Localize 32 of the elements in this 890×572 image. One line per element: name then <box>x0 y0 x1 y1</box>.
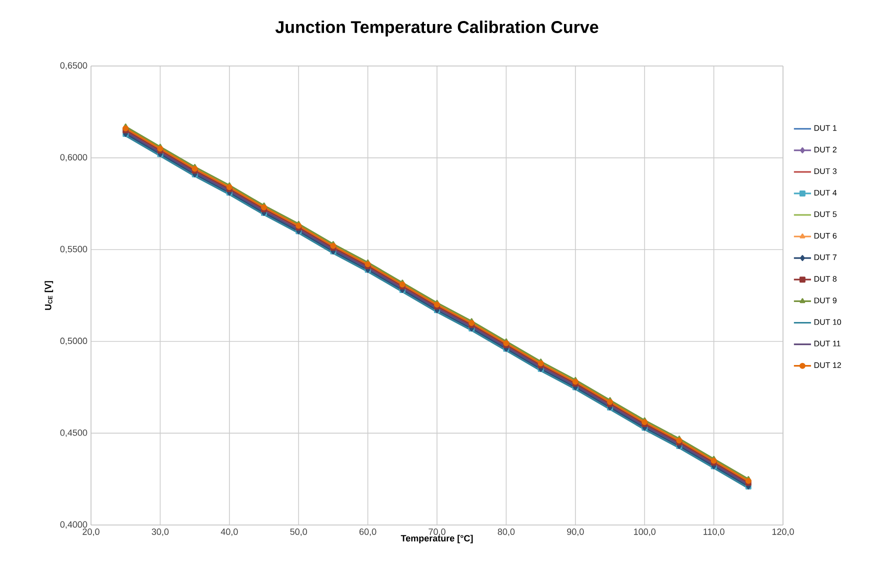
legend-label: DUT 5 <box>814 211 837 218</box>
legend-label: DUT 6 <box>814 232 837 239</box>
y-tick-label: 0,6000 <box>60 154 88 162</box>
x-tick-label: 80,0 <box>498 528 515 536</box>
x-tick-label: 30,0 <box>152 528 169 536</box>
legend-label: DUT 2 <box>814 146 837 152</box>
legend-label: DUT 9 <box>814 298 837 304</box>
x-tick-label: 100,0 <box>634 528 656 536</box>
x-tick-label: 110,0 <box>704 528 724 536</box>
x-tick-label: 20,0 <box>82 528 100 536</box>
x-axis-title: Temperature [°C] <box>400 534 473 544</box>
legend-label: DUT 11 <box>814 340 840 346</box>
x-tick-label: 50,0 <box>290 528 308 536</box>
legend-label: DUT 12 <box>814 362 841 368</box>
legend-label: DUT 3 <box>814 168 837 174</box>
y-tick-label: 0,5500 <box>60 246 88 254</box>
legend-label: DUT 10 <box>814 319 842 325</box>
x-tick-label: 120,0 <box>772 528 794 536</box>
legend-label: DUT 4 <box>814 190 837 196</box>
y-tick-label: 0,4000 <box>60 521 88 529</box>
y-axis-title: U$_{CE}$ [V] <box>44 281 54 310</box>
legend-label: DUT 1 <box>814 125 837 131</box>
chart-title: Junction Temperature Calibration Curve <box>275 20 598 36</box>
x-tick-label: 40,0 <box>220 528 238 536</box>
x-tick-label: 90,0 <box>567 528 584 536</box>
legend-label: DUT 7 <box>814 254 837 260</box>
y-tick-label: 0,6500 <box>60 62 88 70</box>
x-tick-label: 60,0 <box>360 528 376 536</box>
x-tick-label: 70,0 <box>428 528 446 536</box>
legend-label: DUT 8 <box>814 276 837 282</box>
y-tick-label: 0,5000 <box>60 338 88 346</box>
y-tick-label: 0,4500 <box>60 429 88 437</box>
